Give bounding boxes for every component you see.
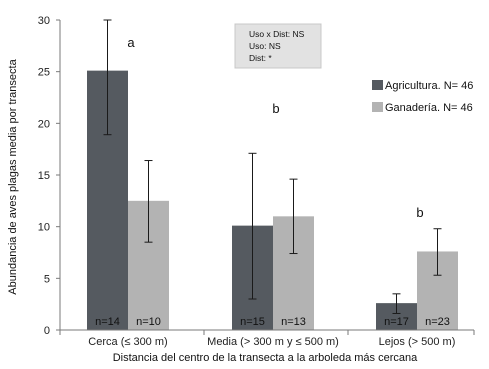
- significance-letter: a: [127, 35, 135, 50]
- bar-n-label: n=10: [136, 316, 161, 328]
- y-tick-label: 0: [44, 325, 50, 337]
- bar-n-label: n=23: [425, 316, 450, 328]
- x-axis: Cerca (≤ 300 m) Media (> 300 m y ≤ 500 m)…: [60, 330, 474, 348]
- stats-line-use: Uso: NS: [249, 41, 281, 51]
- stats-line-interaction: Uso x Dist: NS: [249, 29, 305, 39]
- y-axis: 0 5 10 15 20 25 30: [38, 15, 60, 337]
- y-tick-label: 5: [44, 273, 50, 285]
- x-tick-label: Cerca (≤ 300 m): [88, 336, 167, 348]
- stats-line-distance: Dist: *: [249, 53, 272, 63]
- legend-swatch-ganaderia: [372, 102, 383, 112]
- y-tick-label: 20: [38, 118, 50, 130]
- legend-label-ganaderia: Ganadería. N= 46: [385, 102, 473, 114]
- stats-box: Uso x Dist: NS Uso: NS Dist: *: [235, 24, 321, 68]
- significance-letter: b: [272, 101, 279, 116]
- y-tick-label: 30: [38, 15, 50, 27]
- legend: Agricultura. N= 46 Ganadería. N= 46: [372, 80, 473, 114]
- legend-label-agricultura: Agricultura. N= 46: [385, 80, 473, 92]
- x-tick-label: Media (> 300 m y ≤ 500 m): [207, 336, 339, 348]
- legend-swatch-agricultura: [372, 80, 383, 90]
- bar-n-label: n=15: [240, 316, 265, 328]
- bar-n-label: n=14: [95, 316, 120, 328]
- x-axis-label: Distancia del centro de la transecta a l…: [113, 352, 418, 364]
- bar-n-label: n=17: [384, 316, 409, 328]
- x-tick-label: Lejos (> 500 m): [379, 336, 456, 348]
- significance-letter: b: [416, 205, 423, 220]
- y-tick-label: 25: [38, 67, 50, 79]
- y-tick-label: 10: [38, 222, 50, 234]
- bar-n-label: n=13: [281, 316, 306, 328]
- y-tick-label: 15: [38, 170, 50, 182]
- y-axis-label: Abundancia de aves plagas media por tran…: [7, 58, 19, 294]
